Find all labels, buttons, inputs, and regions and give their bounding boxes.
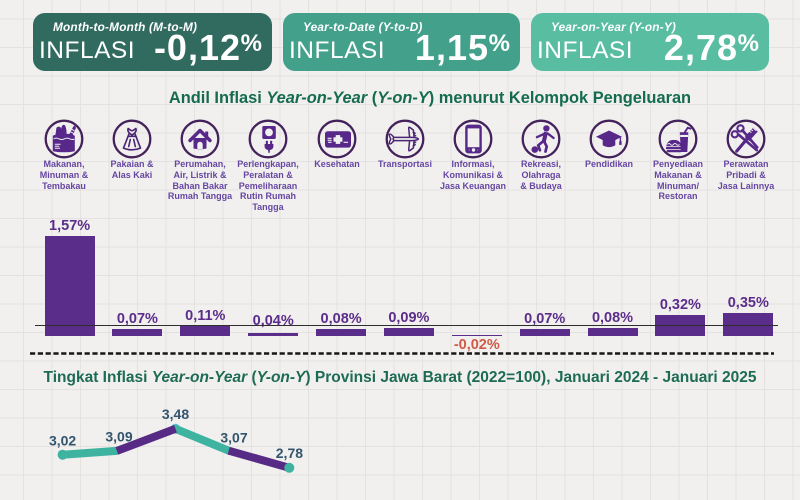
svg-text:3,48: 3,48: [162, 406, 189, 422]
svg-text:2,78: 2,78: [276, 445, 303, 461]
svg-text:3,02: 3,02: [49, 433, 76, 449]
svg-text:3,09: 3,09: [105, 429, 132, 445]
svg-text:3,07: 3,07: [220, 430, 247, 446]
